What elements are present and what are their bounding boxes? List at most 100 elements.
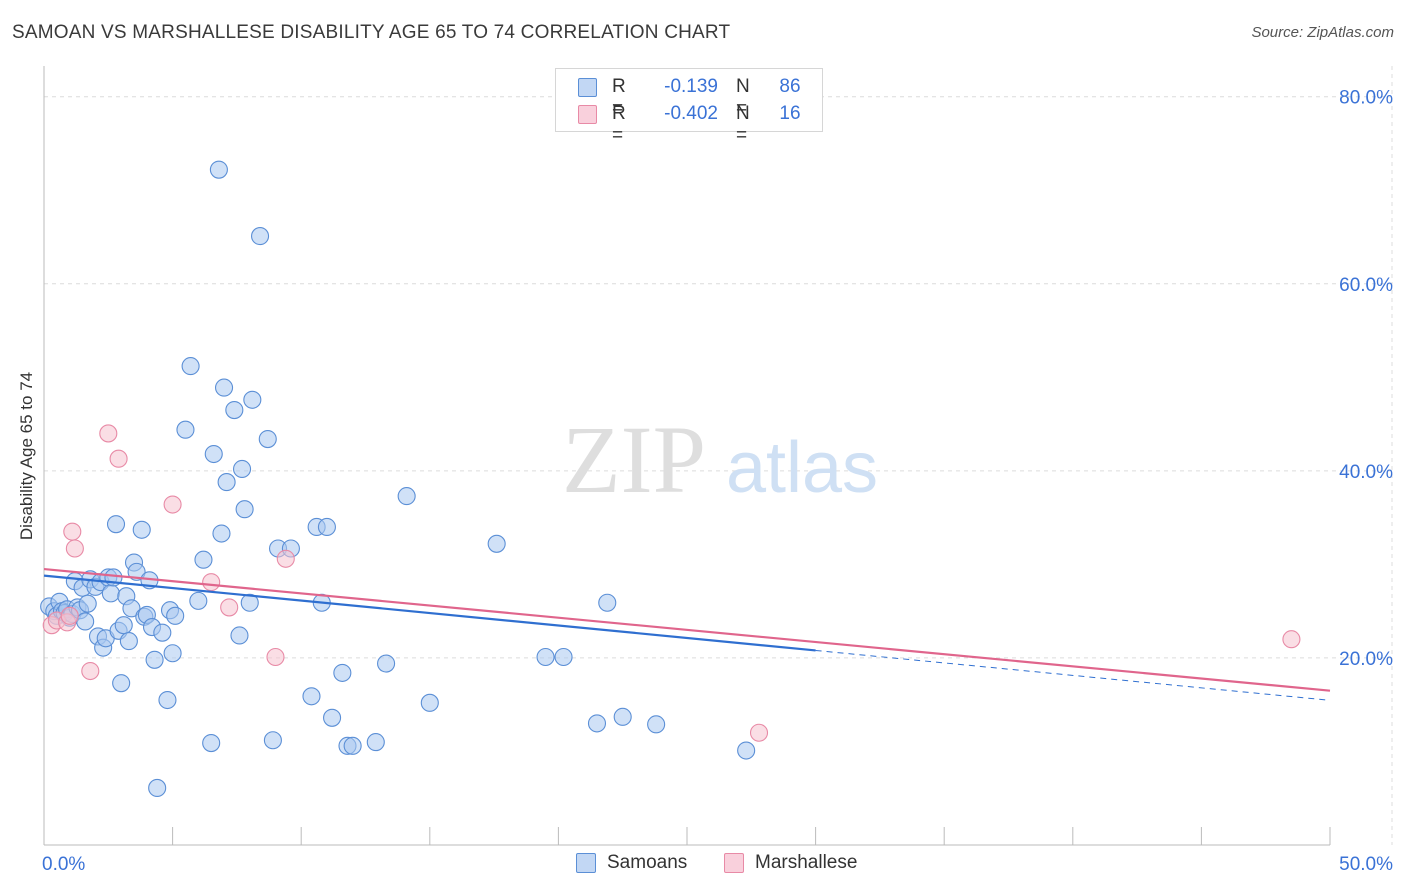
samoan-point	[158, 690, 177, 710]
n-value: 86	[779, 76, 801, 97]
r-label: R =	[612, 103, 626, 146]
samoan-point	[209, 160, 228, 179]
samoan-point	[202, 733, 221, 753]
samoan-point	[243, 390, 262, 409]
trend-lines	[43, 567, 1331, 701]
samoan-point	[181, 357, 200, 376]
samoans-legend-label: Samoans	[607, 852, 688, 873]
r-label: R =	[612, 76, 626, 119]
samoan-point	[101, 584, 120, 603]
marshallese-point	[220, 598, 239, 617]
r-value: -0.139	[664, 76, 718, 97]
marshallese-point	[65, 539, 84, 558]
samoan-point	[204, 444, 223, 464]
y-tick-label: 60.0%	[1339, 275, 1393, 296]
correlation-legend: R = -0.139 N = 86 R = -0.402 N = 16	[555, 68, 823, 146]
samoan-point	[78, 594, 97, 613]
n-label: N =	[736, 103, 750, 146]
samoan-point	[114, 616, 133, 635]
samoan-point	[250, 227, 270, 246]
samoan-point	[230, 626, 249, 645]
y-tick-label: 80.0%	[1339, 88, 1393, 109]
watermark-zip: ZIP	[562, 406, 706, 513]
marshallese-point	[276, 549, 295, 568]
samoan-point	[343, 736, 362, 755]
x-tick-label: 0.0%	[42, 854, 85, 875]
samoan-point	[397, 487, 416, 506]
samoan-point	[323, 708, 342, 727]
watermark-atlas: atlas	[726, 428, 878, 508]
samoan-point	[148, 778, 167, 797]
samoan-point	[76, 612, 95, 631]
tick-labels: 20.0% 40.0% 60.0% 80.0% 0.0% 50.0%	[42, 88, 1393, 875]
samoan-point	[232, 459, 252, 479]
marshallese-point	[202, 573, 221, 592]
samoan-point	[377, 654, 396, 673]
marshallese-point	[163, 495, 182, 514]
samoans-swatch	[578, 78, 597, 97]
samoan-point	[153, 623, 172, 642]
samoan-point	[235, 500, 254, 519]
samoan-point	[554, 647, 573, 667]
samoan-point	[587, 714, 607, 733]
marshallese-point	[109, 449, 128, 468]
x-tick-label: 50.0%	[1339, 854, 1393, 875]
samoan-point	[647, 715, 666, 734]
marshallese-point	[60, 606, 79, 625]
samoan-point	[132, 520, 151, 539]
samoan-point	[240, 593, 259, 612]
samoan-point	[613, 707, 632, 726]
samoan-point	[212, 524, 231, 543]
marshallese-point	[63, 522, 82, 541]
marshallese-legend-label: Marshallese	[755, 852, 858, 873]
samoan-point	[189, 591, 208, 610]
marshallese-point	[266, 647, 285, 667]
samoan-point	[420, 693, 439, 712]
samoan-point	[366, 733, 385, 752]
samoans-legend-swatch	[576, 853, 596, 873]
samoan-point	[106, 515, 126, 534]
axes	[43, 66, 1331, 846]
samoan-point	[127, 562, 146, 581]
samoan-point	[225, 401, 244, 420]
samoan-point	[163, 644, 182, 663]
watermark: ZIP atlas	[562, 406, 878, 513]
samoan-point	[194, 550, 213, 569]
samoan-point	[737, 741, 756, 760]
samoan-point	[145, 650, 164, 669]
marshallese-trend-line	[43, 567, 1331, 692]
samoan-point	[176, 420, 195, 439]
marshallese-point	[749, 723, 769, 742]
samoan-point	[214, 378, 234, 397]
samoan-point	[487, 534, 506, 553]
marshallese-point	[99, 424, 118, 443]
marshallese-legend-swatch	[724, 853, 744, 873]
marshallese-point	[1282, 630, 1301, 649]
samoans-trend-line-extension	[815, 649, 1331, 701]
grid-lines	[44, 66, 1393, 845]
r-value: -0.402	[664, 103, 718, 124]
samoan-point	[166, 606, 185, 625]
y-tick-label: 40.0%	[1339, 462, 1393, 483]
marshallese-point	[81, 661, 100, 681]
samoan-point	[302, 687, 321, 706]
samoan-point	[122, 599, 141, 618]
samoan-point	[333, 663, 352, 682]
samoan-point	[119, 632, 138, 651]
marshallese-swatch	[578, 105, 597, 124]
n-value: 16	[779, 103, 801, 124]
samoan-point	[536, 647, 555, 667]
y-axis-label: Disability Age 65 to 74	[17, 371, 36, 541]
data-points	[40, 160, 1301, 797]
chart-title: SAMOAN VS MARSHALLESE DISABILITY AGE 65 …	[12, 22, 731, 43]
samoan-point	[263, 731, 282, 750]
source-label: Source: ZipAtlas.com	[1251, 24, 1394, 41]
samoan-point	[112, 674, 131, 693]
samoan-point	[317, 517, 336, 537]
samoan-point	[258, 430, 277, 449]
samoan-point	[217, 473, 236, 492]
n-label: N =	[736, 76, 750, 119]
samoan-point	[598, 593, 617, 612]
y-tick-label: 20.0%	[1339, 649, 1393, 670]
